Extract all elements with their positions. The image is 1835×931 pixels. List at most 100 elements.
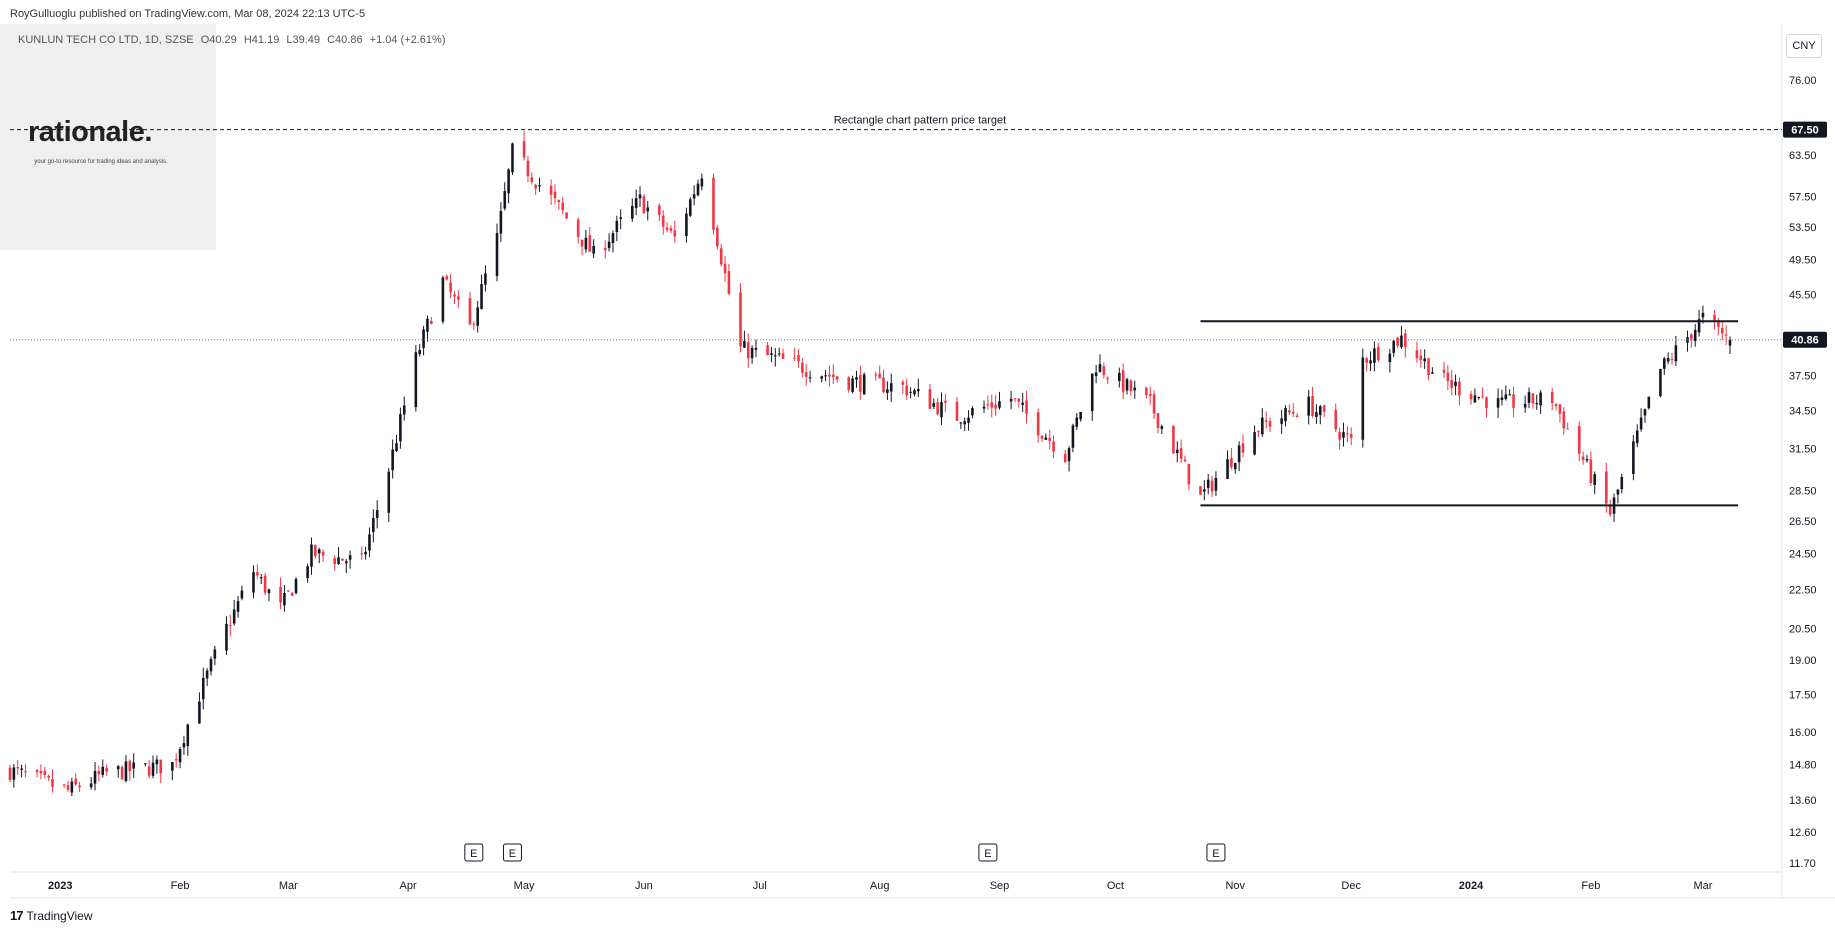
candle-body (372, 518, 375, 532)
candle-body (1044, 437, 1048, 440)
symbol-legend: KUNLUN TECH CO LTD, 1D, SZSE O40.29 H41.… (18, 34, 450, 46)
candle-body (229, 625, 232, 627)
y-tick-label: 76.00 (1789, 75, 1817, 87)
candle-body (430, 320, 433, 325)
candle-body (1318, 406, 1322, 416)
candle-body (43, 770, 47, 775)
candle-body (1632, 441, 1635, 474)
y-tick-label: 63.50 (1789, 150, 1817, 162)
candle-body (1036, 412, 1040, 436)
candle-body (120, 766, 124, 780)
earnings-marker (464, 843, 484, 862)
candle-body (658, 205, 661, 215)
candle-body (754, 347, 758, 350)
candle-body (801, 362, 804, 373)
y-tick-label: 13.60 (1789, 795, 1817, 807)
candle-body (1670, 358, 1674, 360)
candle-body (1121, 370, 1125, 392)
candle-body (607, 241, 611, 249)
candle-body (538, 185, 541, 187)
candle-body (1427, 358, 1430, 376)
candle-body (1048, 437, 1052, 441)
candle-body (159, 759, 163, 774)
candle-body (1280, 418, 1283, 424)
candle-body (1291, 411, 1295, 414)
candle-body (777, 353, 781, 355)
price-tag-label: 40.86 (1791, 335, 1819, 347)
candle-body (774, 355, 777, 357)
candle-body (1450, 380, 1454, 388)
currency-button[interactable]: CNY (1786, 34, 1822, 58)
candle-body (1701, 312, 1705, 318)
candle-body (553, 191, 557, 199)
candle-body (1133, 387, 1137, 391)
candle-body (66, 785, 70, 790)
candle-body (696, 183, 700, 196)
y-tick-label: 16.00 (1789, 727, 1817, 739)
candle-body (998, 401, 1001, 408)
candle-body (804, 372, 808, 377)
candle-body (932, 403, 936, 407)
candle-body (615, 220, 619, 233)
candle-body (511, 143, 514, 173)
logo-wordmark: rationale. (28, 116, 152, 148)
price-tag (1783, 331, 1827, 348)
candle-body (944, 400, 947, 403)
candle-body (321, 551, 325, 556)
y-tick-label: 31.50 (1789, 444, 1817, 456)
candle-body (862, 374, 866, 395)
candle-body (178, 749, 182, 763)
candle-body (1253, 432, 1256, 455)
candle-body (557, 200, 561, 203)
candle-body (422, 329, 425, 348)
candle-body (831, 374, 835, 378)
candle-body (1400, 335, 1403, 348)
candle-body (1404, 333, 1407, 348)
candle-body (1129, 380, 1133, 392)
candle-body (1311, 395, 1314, 417)
x-tick-label: Dec (1341, 880, 1361, 892)
candle-body (1307, 396, 1310, 416)
x-tick-label: Jun (635, 880, 653, 892)
candle-body (1415, 350, 1419, 359)
candle-body (859, 375, 862, 392)
candle-body (1094, 372, 1098, 377)
candle-body (1659, 368, 1662, 397)
tradingview-footer: 17 TradingView (10, 908, 93, 923)
candle-body (1210, 480, 1214, 492)
candle-body (74, 778, 78, 785)
candle-body (1349, 434, 1353, 438)
candle-body (1496, 398, 1500, 408)
logo-tagline: your go-to resource for trading ideas an… (34, 159, 168, 165)
candle-body (913, 390, 916, 395)
candle-body (1067, 448, 1071, 462)
candle-body (1469, 393, 1473, 400)
candle-body (105, 767, 108, 772)
earnings-marker-label: E (984, 848, 991, 860)
candle-body (314, 545, 317, 557)
candle-body (994, 404, 997, 409)
candle-body (770, 353, 773, 355)
candle-body (1454, 381, 1457, 386)
candle-body (294, 579, 298, 594)
candle-body (468, 298, 472, 325)
candle-body (580, 239, 584, 247)
candle-body (252, 572, 255, 593)
candle-body (719, 248, 723, 265)
candle-body (1373, 348, 1376, 363)
candle-body (746, 342, 750, 359)
x-tick-label: Aug (870, 880, 890, 892)
candle-body (642, 196, 646, 214)
candle-body (592, 246, 595, 254)
candle-body (1334, 410, 1338, 430)
candle-body (1288, 410, 1291, 413)
candle-body (1160, 426, 1164, 429)
candle-body (116, 766, 120, 770)
candle-body (333, 558, 336, 564)
candle-body (1558, 404, 1562, 414)
candle-body (1585, 459, 1589, 461)
candle-body (1643, 409, 1647, 416)
candle-body (1485, 397, 1488, 408)
candle-body (1230, 458, 1233, 468)
candle-body (317, 549, 321, 554)
